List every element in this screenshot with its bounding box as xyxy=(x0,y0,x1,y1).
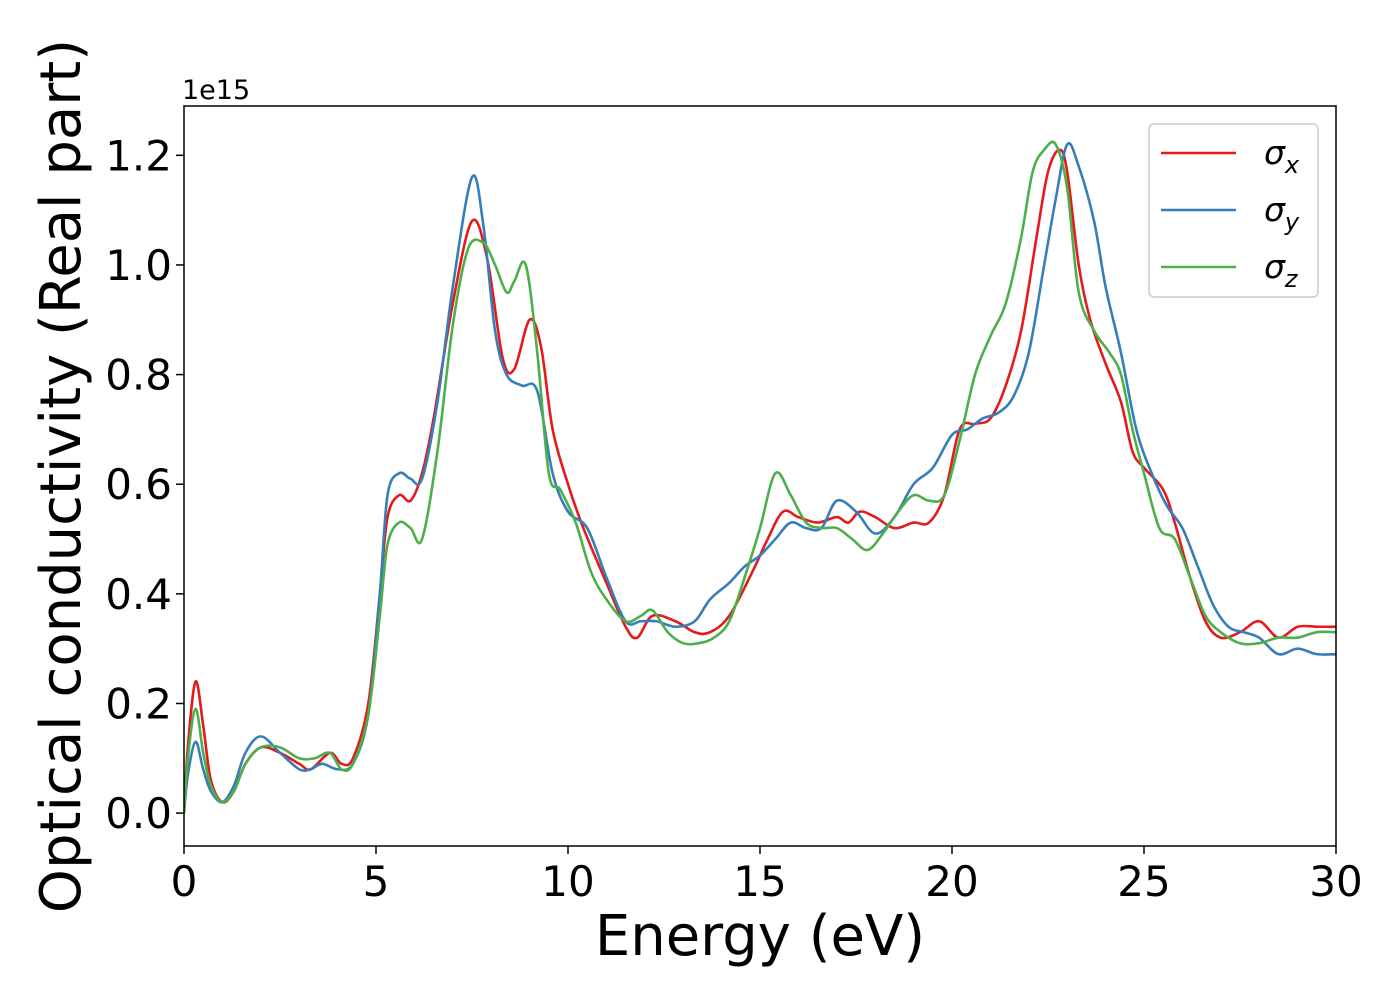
x-tick-label: 30 xyxy=(1309,857,1362,906)
y-tick-label: 0.2 xyxy=(105,679,172,728)
y-tick-label: 0.4 xyxy=(105,570,172,619)
y-tick-label: 0.6 xyxy=(105,460,172,509)
x-tick-label: 15 xyxy=(733,857,786,906)
y-tick-label: 1.0 xyxy=(105,241,172,290)
series-line-z xyxy=(184,140,1336,814)
x-axis-ticks: 0 5 10 15 20 25 30 xyxy=(171,846,1363,906)
x-tick-label: 10 xyxy=(541,857,594,906)
x-tick-label: 5 xyxy=(363,857,390,906)
x-tick-label: 20 xyxy=(925,857,978,906)
y-axis-ticks: 0.0 0.2 0.4 0.6 0.8 1.0 1.2 xyxy=(105,131,184,838)
x-axis-label: Energy (eV) xyxy=(595,904,925,969)
y-tick-label: 0.0 xyxy=(105,789,172,838)
series-line-x xyxy=(184,148,1336,814)
y-axis-label: Optical conductivity (Real part) xyxy=(29,39,94,913)
y-tick-label: 0.8 xyxy=(105,351,172,400)
y-offset-label: 1e15 xyxy=(182,75,250,106)
x-tick-label: 25 xyxy=(1117,857,1170,906)
x-tick-label: 0 xyxy=(171,857,198,906)
series-layer xyxy=(184,140,1336,814)
y-tick-label: 1.2 xyxy=(105,131,172,180)
